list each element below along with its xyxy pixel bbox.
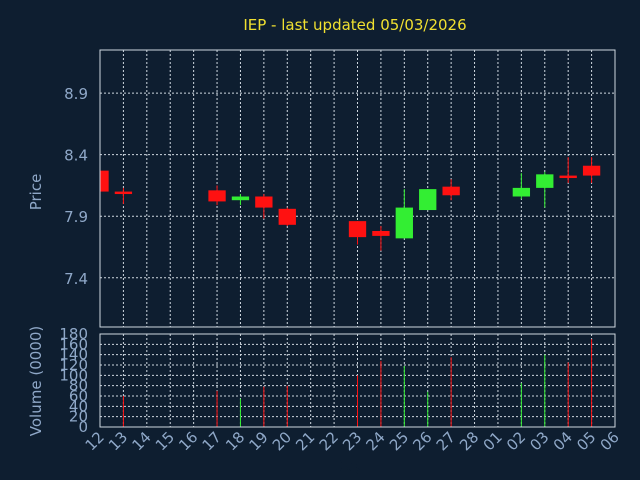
candle-body — [395, 207, 413, 239]
volume-tick-label: 140 — [59, 346, 88, 364]
price-axis: 7.4 7.9 8.4 8.9 — [64, 85, 88, 288]
candle-body — [348, 221, 367, 238]
price-tick-label: 7.4 — [64, 270, 88, 288]
candle-body — [100, 170, 109, 192]
candle-body — [582, 165, 601, 176]
price-tick-label: 8.4 — [64, 147, 88, 165]
chart-title: IEP - last updated 05/03/2026 — [243, 16, 466, 34]
volume-tick-label: 60 — [69, 387, 88, 405]
candle-body — [372, 230, 390, 236]
volume-tick-label: 120 — [59, 356, 88, 374]
price-candles — [99, 157, 601, 251]
candle-body — [231, 196, 250, 201]
volume-axis-label: Volume (0000) — [27, 326, 45, 436]
volume-tick-label: 160 — [59, 335, 88, 353]
candle-body — [208, 190, 226, 202]
x-axis-label: Day — [333, 457, 363, 475]
price-plot-frame — [99, 49, 616, 328]
price-tick-label: 8.9 — [64, 85, 88, 103]
price-grid — [100, 50, 615, 327]
candle-body — [114, 191, 133, 195]
volume-plot-frame — [99, 333, 616, 428]
candle-body — [512, 187, 531, 197]
volume-tick-label: 0 — [78, 418, 88, 436]
candle-body — [255, 196, 273, 208]
volume-tick-label: 20 — [69, 408, 88, 426]
volume-bars — [122, 339, 593, 427]
volume-tick-label: 40 — [69, 397, 88, 415]
candle-body — [536, 174, 554, 188]
candle-body — [442, 186, 460, 196]
day-axis: 1213141516171819202122232425262728010203… — [82, 428, 623, 454]
candle-body — [278, 208, 296, 225]
price-axis-label: Price — [27, 174, 45, 211]
candle-body — [419, 189, 437, 211]
volume-tick-label: 80 — [69, 377, 88, 395]
price-tick-label: 7.9 — [64, 208, 88, 226]
volume-tick-label: 180 — [59, 325, 88, 343]
candle-body — [559, 175, 577, 179]
volume-tick-label: 100 — [59, 366, 88, 384]
